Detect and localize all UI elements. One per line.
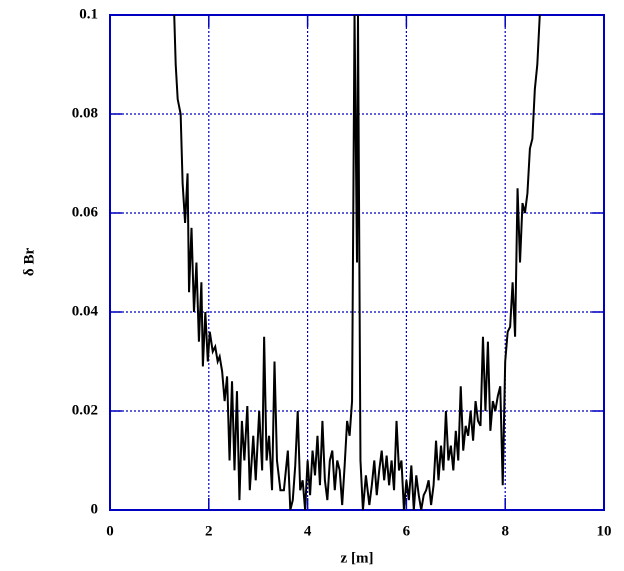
y-tick-label: 0.1	[79, 6, 98, 22]
y-tick-label: 0.06	[72, 204, 99, 220]
y-tick-label: 0.08	[72, 105, 98, 121]
x-axis-label: z [m]	[341, 550, 374, 566]
x-tick-label: 10	[597, 523, 612, 539]
y-axis-label: δ Br	[21, 248, 37, 277]
x-tick-label: 6	[403, 523, 411, 539]
x-tick-label: 8	[501, 523, 509, 539]
x-tick-label: 4	[304, 523, 312, 539]
data-line	[173, 15, 541, 510]
y-tick-label: 0.02	[72, 402, 98, 418]
y-tick-label: 0	[91, 501, 99, 517]
y-tick-label: 0.04	[72, 303, 99, 319]
x-tick-label: 0	[106, 523, 114, 539]
x-tick-label: 2	[205, 523, 213, 539]
